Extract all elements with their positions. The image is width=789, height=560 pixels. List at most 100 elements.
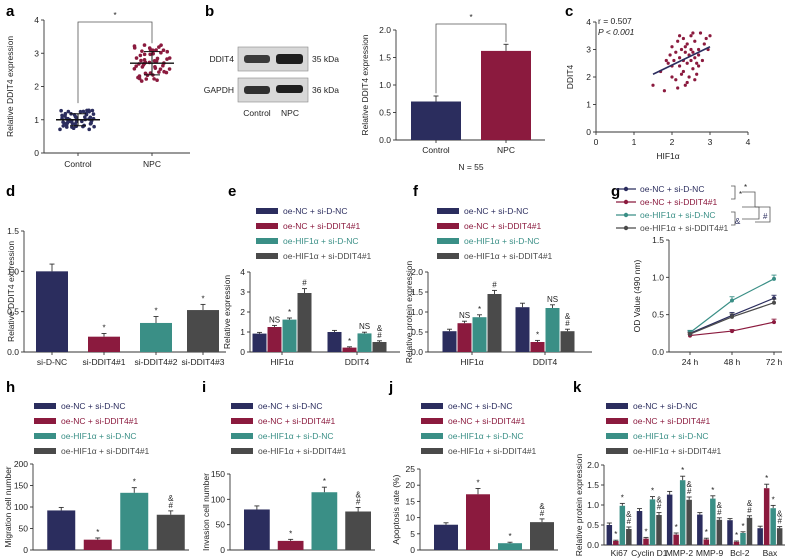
- k-legend-label: oe-NC + si-DDIT4#1: [633, 416, 711, 426]
- h-legend-label: oe-HIF1α + si-DDIT4#1: [61, 446, 150, 456]
- b-y-title: Relative DDIT4 expression: [360, 34, 370, 135]
- a-data-point: [153, 64, 157, 69]
- k-legend-swatch: [606, 448, 628, 454]
- j-bar: [466, 494, 490, 550]
- k-significance-mark: #: [687, 487, 692, 496]
- a-data-point: [74, 119, 79, 124]
- a-y-title: Relative DDIT4 expression: [5, 36, 15, 137]
- a-significance-bracket: [77, 21, 153, 104]
- k-bar: [613, 541, 619, 545]
- i-legend-swatch: [231, 403, 253, 409]
- c-data-point: [678, 56, 682, 60]
- k-bar: [716, 519, 723, 545]
- i-y-tick-label: 150: [211, 469, 225, 479]
- e-significance-mark: *: [288, 308, 291, 317]
- a-data-point: [92, 124, 96, 129]
- k-significance-mark: *: [735, 531, 738, 540]
- panel-label-i: i: [202, 379, 206, 396]
- f-y-tick-label: 1.0: [411, 307, 423, 317]
- j-legend-swatch: [421, 418, 443, 424]
- a-data-point: [164, 70, 169, 75]
- d-significance-mark: *: [154, 307, 157, 316]
- a-data-point: [140, 65, 145, 69]
- g-legend-label: oe-HIF1α + si-DDIT4#1: [640, 223, 729, 233]
- f-significance-mark: &: [565, 312, 571, 321]
- h-significance-mark: &: [168, 494, 174, 503]
- d-y-tick-label: 0.5: [7, 307, 19, 317]
- j-bar: [434, 524, 458, 550]
- c-y-tick-label: 0: [586, 127, 591, 137]
- g-data-point: [772, 320, 776, 325]
- a-data-point: [148, 71, 153, 75]
- i-legend-label: oe-HIF1α + si-D-NC: [258, 431, 334, 441]
- f-y-tick-label: 0.0: [411, 347, 423, 357]
- h-legend-swatch: [34, 403, 56, 409]
- panel-label-g: g: [611, 183, 620, 200]
- k-bar: [697, 514, 703, 545]
- g-legend-marker: [623, 199, 629, 205]
- b-blot-size: 35 kDa: [312, 54, 339, 64]
- d-y-tick-label: 0.0: [7, 347, 19, 357]
- j-significance-mark: *: [476, 478, 479, 487]
- k-significance-mark: *: [644, 527, 647, 536]
- j-significance-mark: #: [540, 509, 545, 518]
- c-data-point: [691, 50, 695, 54]
- a-data-point: [167, 56, 172, 60]
- j-y-tick-label: 0: [410, 545, 415, 555]
- f-significance-mark: NS: [547, 295, 558, 304]
- e-y-title: Relative expression: [222, 275, 232, 349]
- e-significance-mark: NS: [269, 315, 280, 324]
- k-bar: [727, 520, 733, 545]
- h-legend-label: oe-HIF1α + si-D-NC: [61, 431, 137, 441]
- a-data-point: [154, 48, 158, 52]
- g-legend-marker: [623, 225, 629, 231]
- i-y-tick-label: 100: [211, 494, 225, 504]
- k-x-label: MMP-9: [696, 548, 724, 558]
- e-legend-label: oe-NC + si-D-NC: [283, 206, 347, 216]
- a-data-point: [132, 66, 137, 71]
- c-data-point: [693, 39, 697, 43]
- a-data-point: [142, 57, 147, 62]
- h-bar: [83, 539, 112, 550]
- c-data-point: [702, 42, 706, 46]
- k-x-label: Cyclin D1: [631, 548, 668, 558]
- h-bar: [120, 492, 149, 550]
- k-significance-mark: #: [717, 508, 722, 517]
- b-y-tick-label: 1.5: [379, 53, 391, 63]
- c-data-point: [674, 50, 678, 54]
- a-data-point: [152, 77, 156, 81]
- b-x-label: NPC: [497, 145, 515, 155]
- c-data-point: [697, 64, 701, 68]
- a-data-point: [140, 49, 144, 53]
- k-legend-swatch: [606, 403, 628, 409]
- h-y-title: Migration cell number: [3, 466, 13, 547]
- c-data-point: [691, 31, 695, 35]
- h-legend-swatch: [34, 448, 56, 454]
- c-data-point: [685, 42, 689, 46]
- k-significance-mark: #: [627, 517, 632, 526]
- c-data-point: [685, 80, 689, 85]
- b-y-tick-label: 0.0: [379, 135, 391, 145]
- j-y-tick-label: 15: [406, 496, 416, 506]
- a-data-point: [159, 43, 163, 47]
- h-legend-label: oe-NC + si-D-NC: [61, 401, 125, 411]
- panel-label-f: f: [413, 183, 419, 200]
- h-y-tick-label: 0: [23, 545, 28, 555]
- a-data-point: [161, 63, 165, 68]
- i-legend-swatch: [231, 418, 253, 424]
- c-y-tick-label: 4: [586, 17, 591, 27]
- b-significance-mark: *: [469, 13, 472, 22]
- b-y-tick-label: 0.5: [379, 108, 391, 118]
- k-bar: [770, 508, 776, 545]
- k-significance-mark: *: [675, 523, 678, 532]
- a-data-point: [138, 53, 143, 58]
- a-data-point: [132, 44, 137, 48]
- panel-label-b: b: [205, 3, 214, 20]
- k-bar: [673, 534, 679, 545]
- k-bar: [710, 498, 716, 545]
- k-x-label: Bax: [763, 548, 778, 558]
- d-significance-mark: *: [102, 323, 105, 332]
- c-data-point: [670, 45, 674, 49]
- e-bar: [357, 333, 372, 352]
- e-bar: [327, 332, 342, 352]
